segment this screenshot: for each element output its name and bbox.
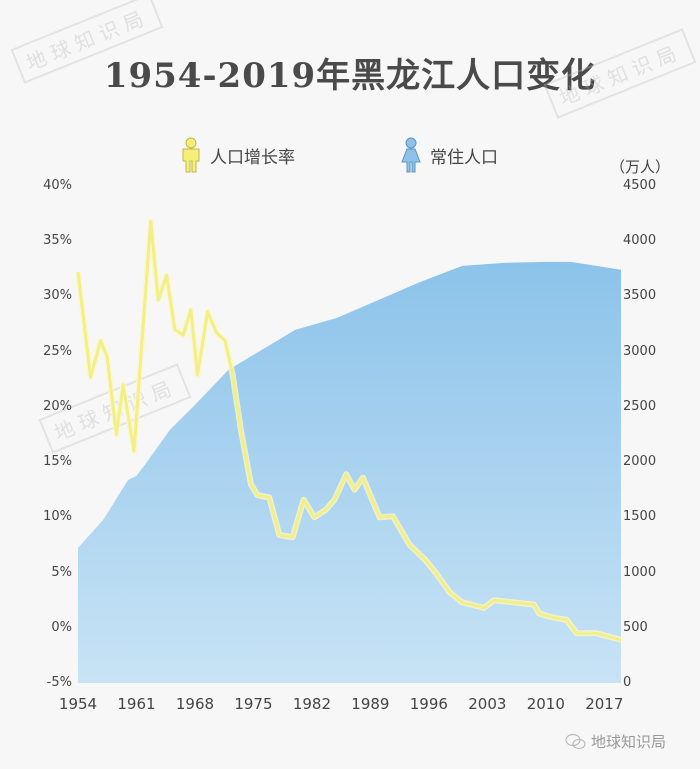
footer-credit: 地球知识局 (565, 731, 666, 752)
x-tick: 1989 (351, 695, 390, 713)
x-tick: 1968 (175, 695, 215, 713)
male-person-icon (182, 137, 200, 173)
left-y-tick: 15% (43, 454, 72, 470)
x-tick: 1954 (58, 695, 98, 713)
legend-label: 常住人口 (430, 147, 498, 168)
population-area (78, 261, 621, 683)
left-y-tick: 30% (43, 288, 72, 304)
right-y-tick: 4500 (623, 178, 657, 193)
left-y-tick: 20% (43, 398, 72, 414)
chart-title: 1954-2019年黑龙江人口变化 (103, 56, 597, 96)
left-y-tick: 10% (43, 509, 72, 525)
right-y-tick: 500 (623, 619, 648, 635)
left-y-tick: 5% (51, 564, 72, 580)
right-y-tick: 2500 (623, 398, 657, 414)
right-y-tick: 2000 (623, 454, 657, 470)
left-y-tick: 40% (43, 178, 72, 193)
right-y-tick: 1500 (623, 509, 657, 525)
left-y-tick: -5% (46, 675, 72, 690)
legend-label: 人口增长率 (210, 147, 295, 168)
left-y-tick: 25% (43, 343, 72, 359)
legend-item-growth-rate: 人口增长率 (180, 137, 295, 173)
right-axis-unit: （万人） (610, 158, 671, 176)
right-y-tick: 3500 (623, 288, 657, 304)
x-tick: 2017 (585, 695, 624, 713)
x-tick: 1975 (234, 695, 273, 713)
right-y-tick: 4000 (623, 233, 657, 249)
left-y-tick: 0% (51, 619, 72, 635)
growth-rate-line (76, 219, 622, 642)
right-y-tick: 1000 (623, 564, 657, 580)
legend-item-population: 常住人口 (400, 137, 498, 173)
right-y-tick: 3000 (623, 343, 657, 359)
female-person-icon (401, 137, 421, 173)
left-y-tick: 35% (43, 233, 72, 249)
right-y-tick: 0 (623, 675, 632, 690)
x-tick: 2010 (526, 695, 565, 713)
x-tick: 1996 (409, 695, 448, 713)
x-tick: 1982 (292, 695, 331, 713)
wechat-icon (565, 733, 586, 749)
x-tick: 1961 (117, 695, 156, 713)
x-tick: 2003 (468, 695, 507, 713)
footer-text: 地球知识局 (591, 733, 667, 751)
